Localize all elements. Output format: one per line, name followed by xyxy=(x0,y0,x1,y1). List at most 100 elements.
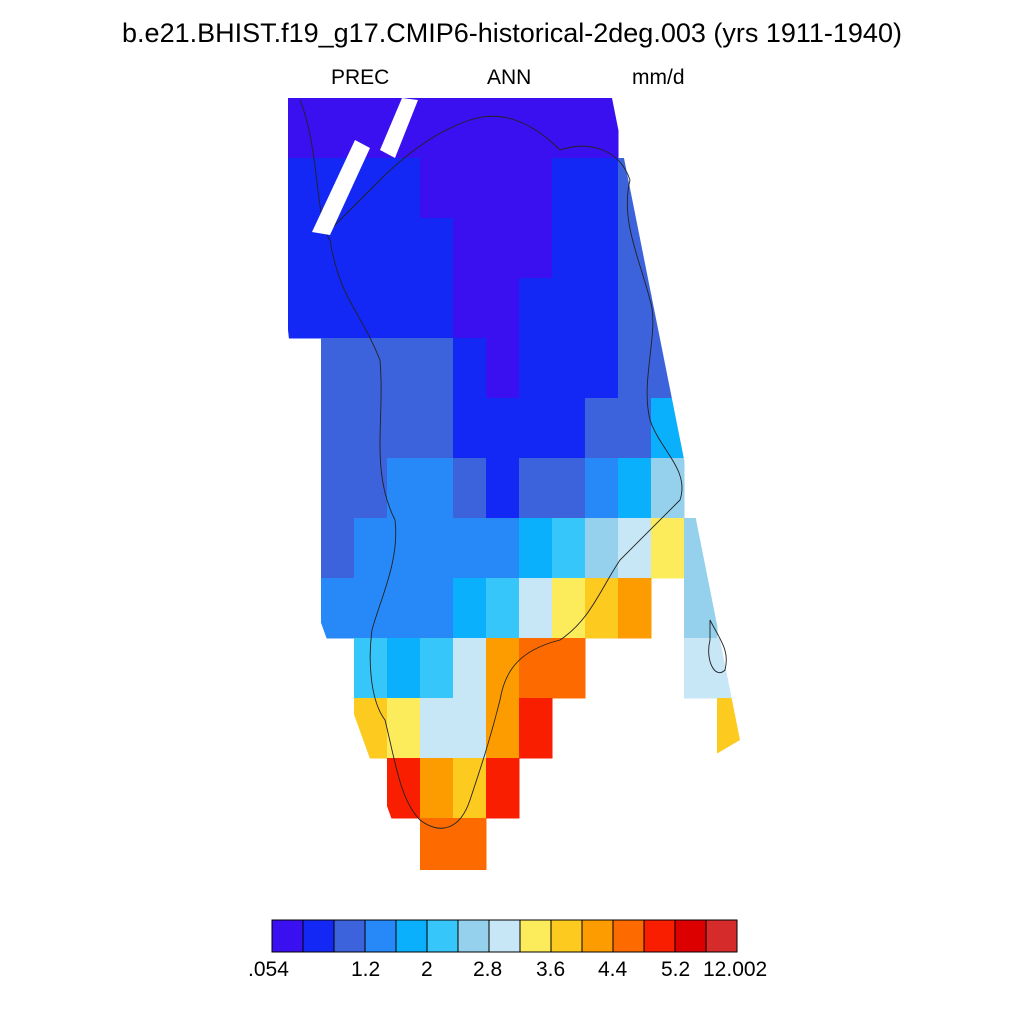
map-cell xyxy=(684,398,718,459)
map-cell xyxy=(453,518,487,579)
map-cell xyxy=(354,338,388,399)
map-cell xyxy=(486,758,520,819)
colorbar-label: 4.4 xyxy=(598,958,628,981)
map-cell xyxy=(387,458,421,519)
map-cell xyxy=(519,578,553,639)
map-cell xyxy=(420,218,454,279)
map-cell xyxy=(519,638,553,699)
map-cell xyxy=(651,458,685,519)
map-cell xyxy=(519,98,553,159)
colorbar-swatch xyxy=(643,919,676,953)
map-cell xyxy=(618,578,652,639)
map-cell xyxy=(453,458,487,519)
map-cell xyxy=(420,818,454,870)
map-cell xyxy=(321,578,355,639)
map-cell xyxy=(387,518,421,579)
map-cell xyxy=(618,518,652,579)
map-cell xyxy=(684,638,718,699)
coastline xyxy=(299,99,683,829)
map-cell xyxy=(420,98,454,159)
map-cell xyxy=(387,758,421,819)
map-cell xyxy=(354,698,388,759)
map-cell xyxy=(420,338,454,399)
map-cell xyxy=(618,278,652,339)
colorbar-swatch xyxy=(395,919,428,953)
colorbar-label: 12.002 xyxy=(703,958,768,981)
map-cell xyxy=(453,698,487,759)
map-cell xyxy=(486,458,520,519)
colorbar-label: 1.2 xyxy=(351,958,381,981)
map-cell xyxy=(453,218,487,279)
map-cell xyxy=(519,338,553,399)
map-cell xyxy=(552,338,586,399)
map-cell xyxy=(387,158,421,219)
map-cell xyxy=(585,458,619,519)
map-cell xyxy=(387,398,421,459)
colorbar-label: .054 xyxy=(248,958,289,981)
map-cell xyxy=(453,98,487,159)
map-cell xyxy=(552,278,586,339)
channel-gap xyxy=(312,140,370,235)
map-cell xyxy=(420,278,454,339)
map-cell xyxy=(387,338,421,399)
map-cell xyxy=(585,338,619,399)
map-cell xyxy=(288,98,322,159)
island-outline xyxy=(708,619,727,673)
map-cell xyxy=(684,518,718,579)
colorbar-swatch xyxy=(333,919,366,953)
map-cell xyxy=(321,338,355,399)
map-cell xyxy=(585,398,619,459)
map-cell xyxy=(387,638,421,699)
map-cell xyxy=(486,158,520,219)
map-cell xyxy=(519,218,553,279)
map-cell xyxy=(354,398,388,459)
map-cell xyxy=(420,398,454,459)
map-cell xyxy=(651,518,685,579)
map-cell xyxy=(420,698,454,759)
channel-gap xyxy=(380,98,418,158)
map-cell xyxy=(420,458,454,519)
map-cell xyxy=(486,518,520,579)
precipitation-cells xyxy=(288,98,740,870)
map-cell xyxy=(354,518,388,579)
map-cell xyxy=(321,278,355,339)
colorbar-swatch xyxy=(519,919,552,953)
colorbar-label: 3.6 xyxy=(536,958,566,981)
map-cell xyxy=(453,278,487,339)
map-cell xyxy=(585,158,619,219)
colorbar-swatch xyxy=(364,919,397,953)
map-cell xyxy=(585,218,619,279)
colorbar-swatch xyxy=(271,919,304,953)
map-cell xyxy=(453,818,487,870)
colorbar-swatch xyxy=(457,919,490,953)
map-cell xyxy=(420,518,454,579)
map-cell xyxy=(519,518,553,579)
map-cell xyxy=(717,638,740,699)
map-cell xyxy=(321,458,355,519)
map-cell xyxy=(321,398,355,459)
map-cell xyxy=(651,278,685,339)
map-cell xyxy=(585,578,619,639)
map-cell xyxy=(420,158,454,219)
map-cell xyxy=(387,278,421,339)
map-cell xyxy=(354,458,388,519)
variable-label: PREC xyxy=(331,66,390,89)
map-cell xyxy=(552,578,586,639)
map-cell xyxy=(618,338,652,399)
map-cell xyxy=(420,638,454,699)
map-cell xyxy=(486,578,520,639)
map-cell xyxy=(453,578,487,639)
map-cell xyxy=(387,698,421,759)
map-cell xyxy=(486,218,520,279)
map-cell xyxy=(387,578,421,639)
map-cell xyxy=(651,218,685,279)
map-cell xyxy=(420,758,454,819)
colorbar-swatch xyxy=(674,919,707,953)
map-cell xyxy=(453,398,487,459)
map-cell xyxy=(552,218,586,279)
map-cell xyxy=(552,518,586,579)
colorbar-label: 2.8 xyxy=(473,958,503,981)
map-cell xyxy=(288,278,322,339)
map-cell xyxy=(684,338,718,399)
